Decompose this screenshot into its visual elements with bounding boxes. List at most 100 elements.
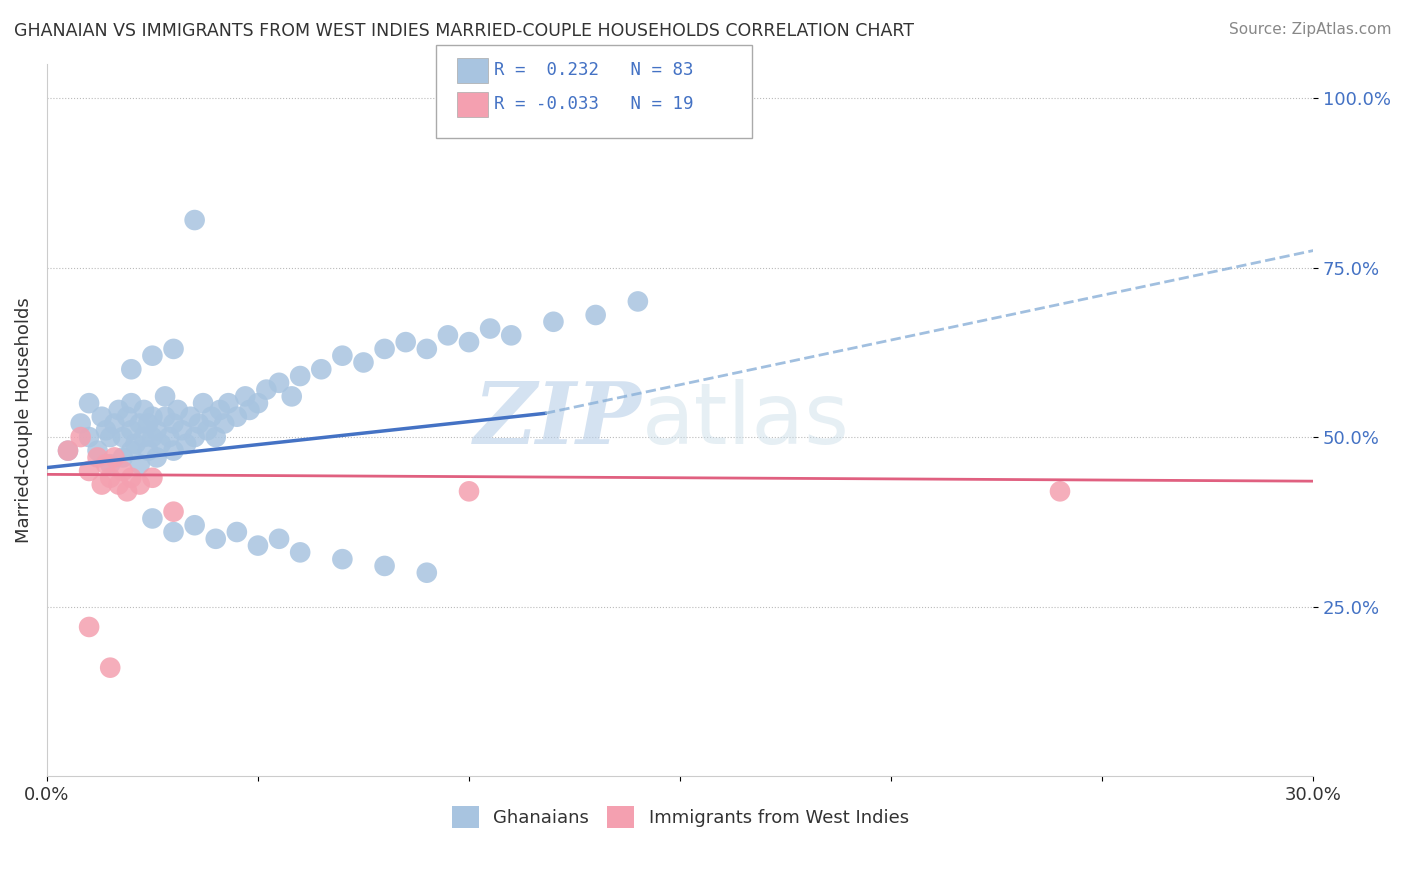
Point xyxy=(187,417,209,431)
Point xyxy=(98,457,121,471)
Point xyxy=(174,437,197,451)
Point xyxy=(543,315,565,329)
Point xyxy=(128,417,150,431)
Text: ZIP: ZIP xyxy=(474,378,643,462)
Point xyxy=(90,477,112,491)
Point xyxy=(157,430,180,444)
Point xyxy=(246,396,269,410)
Point xyxy=(374,342,396,356)
Point xyxy=(141,511,163,525)
Point xyxy=(69,430,91,444)
Point xyxy=(77,430,100,444)
Point xyxy=(107,477,129,491)
Point xyxy=(98,471,121,485)
Point xyxy=(238,403,260,417)
Point xyxy=(162,524,184,539)
Point xyxy=(501,328,523,343)
Point xyxy=(86,450,108,465)
Point xyxy=(170,423,193,437)
Point xyxy=(353,355,375,369)
Point xyxy=(56,443,79,458)
Point xyxy=(183,213,205,227)
Point xyxy=(153,409,176,424)
Text: R =  0.232   N = 83: R = 0.232 N = 83 xyxy=(494,62,693,79)
Point xyxy=(1049,484,1071,499)
Text: GHANAIAN VS IMMIGRANTS FROM WEST INDIES MARRIED-COUPLE HOUSEHOLDS CORRELATION CH: GHANAIAN VS IMMIGRANTS FROM WEST INDIES … xyxy=(14,22,914,40)
Point xyxy=(183,518,205,533)
Point xyxy=(166,403,188,417)
Point xyxy=(111,430,134,444)
Point xyxy=(208,403,231,417)
Point xyxy=(332,552,354,566)
Point xyxy=(225,409,247,424)
Point xyxy=(111,450,134,465)
Point xyxy=(233,389,256,403)
Point xyxy=(145,423,167,437)
Point xyxy=(225,524,247,539)
Text: R = -0.033   N = 19: R = -0.033 N = 19 xyxy=(494,95,693,113)
Point xyxy=(136,443,159,458)
Point xyxy=(183,430,205,444)
Point xyxy=(162,443,184,458)
Point xyxy=(204,532,226,546)
Point xyxy=(141,349,163,363)
Point xyxy=(332,349,354,363)
Point xyxy=(374,558,396,573)
Point xyxy=(458,335,481,350)
Point xyxy=(267,532,290,546)
Point xyxy=(149,437,172,451)
Point xyxy=(136,417,159,431)
Point xyxy=(416,566,439,580)
Point xyxy=(120,443,142,458)
Point xyxy=(267,376,290,390)
Point xyxy=(98,661,121,675)
Point xyxy=(69,417,91,431)
Point xyxy=(94,457,117,471)
Point xyxy=(204,430,226,444)
Point xyxy=(162,505,184,519)
Point xyxy=(120,396,142,410)
Point xyxy=(191,396,214,410)
Point xyxy=(90,409,112,424)
Point xyxy=(153,389,176,403)
Point xyxy=(128,457,150,471)
Point xyxy=(280,389,302,403)
Point xyxy=(162,342,184,356)
Text: atlas: atlas xyxy=(643,378,851,462)
Point xyxy=(288,545,311,559)
Point xyxy=(627,294,650,309)
Point xyxy=(56,443,79,458)
Point xyxy=(77,396,100,410)
Point xyxy=(479,321,502,335)
Point xyxy=(94,423,117,437)
Point xyxy=(212,417,235,431)
Point xyxy=(120,362,142,376)
Point xyxy=(416,342,439,356)
Point xyxy=(200,409,222,424)
Point xyxy=(120,423,142,437)
Point xyxy=(132,403,155,417)
Point xyxy=(217,396,239,410)
Point xyxy=(120,471,142,485)
Point xyxy=(77,620,100,634)
Point xyxy=(437,328,460,343)
Point xyxy=(124,437,146,451)
Point xyxy=(103,450,125,465)
Point xyxy=(103,417,125,431)
Y-axis label: Married-couple Households: Married-couple Households xyxy=(15,297,32,543)
Point xyxy=(111,464,134,478)
Point xyxy=(132,430,155,444)
Point xyxy=(141,409,163,424)
Point xyxy=(585,308,607,322)
Point xyxy=(311,362,333,376)
Point xyxy=(98,430,121,444)
Point xyxy=(179,409,201,424)
Point xyxy=(246,539,269,553)
Point xyxy=(395,335,418,350)
Point xyxy=(254,383,277,397)
Point xyxy=(141,471,163,485)
Point xyxy=(115,484,138,499)
Point xyxy=(145,450,167,465)
Point xyxy=(195,423,218,437)
Point xyxy=(141,430,163,444)
